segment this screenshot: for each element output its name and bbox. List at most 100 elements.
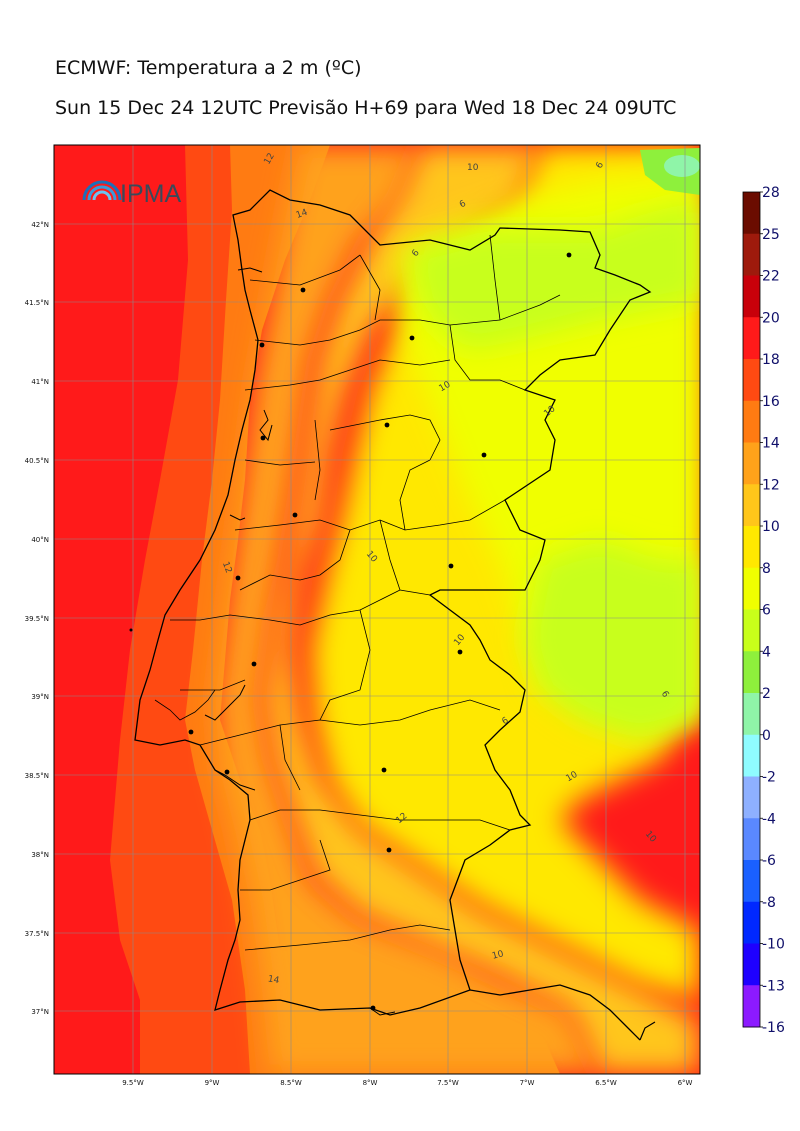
city-markers — [129, 252, 572, 1011]
colorbar-label: 12 — [762, 477, 780, 493]
colorbar-label: -16 — [762, 1020, 785, 1036]
colorbar-swatch — [743, 442, 760, 485]
colorbar-swatch — [743, 233, 760, 276]
contour-label: 10 — [467, 163, 479, 173]
colorbar-swatch — [743, 901, 760, 944]
colorbar-swatch — [743, 275, 760, 318]
lat-label: 39°N — [31, 693, 49, 701]
city-lisboa — [188, 729, 194, 735]
colorbar-label: 4 — [762, 644, 771, 660]
colorbar-label: 0 — [762, 728, 771, 744]
colorbar-label: 25 — [762, 227, 780, 243]
lat-label: 38°N — [31, 851, 49, 859]
contour-label: 14 — [267, 974, 280, 986]
lat-label: 41°N — [31, 378, 49, 386]
ipma-logo-text: IPMA — [120, 180, 181, 208]
contour-label: 12 — [263, 152, 277, 167]
colorbar-label: 28 — [762, 185, 780, 201]
land-field-mild — [265, 145, 700, 1074]
lon-label: 7.5°W — [437, 1079, 459, 1087]
colorbar-label: 2 — [762, 686, 771, 702]
colorbar-swatch — [743, 693, 760, 736]
colorbar-label: 14 — [762, 436, 780, 452]
colorbar-label: -4 — [762, 811, 776, 827]
colorbar-label: 16 — [762, 394, 780, 410]
lat-label: 39.5°N — [25, 615, 49, 623]
colorbar-swatch — [743, 317, 760, 360]
colorbar-swatch — [743, 484, 760, 527]
land-field-cold-spot — [664, 155, 700, 177]
colorbar-label: 10 — [762, 519, 780, 535]
colorbar-swatch — [743, 734, 760, 777]
colorbar-label: 18 — [762, 352, 780, 368]
lat-label: 42°N — [31, 221, 49, 229]
lat-label: 41.5°N — [25, 299, 49, 307]
contour-label: 12 — [220, 561, 233, 575]
colorbar-label: 22 — [762, 269, 780, 285]
colorbar-label: -2 — [762, 770, 776, 786]
colorbar-label: 20 — [762, 310, 780, 326]
colorbar-label: -8 — [762, 895, 776, 911]
colorbar-swatch — [743, 400, 760, 443]
contour-label: 14 — [295, 208, 309, 221]
colorbar-swatch — [743, 609, 760, 652]
spain-southwest-coast — [639, 1021, 656, 1041]
city-santarem — [251, 661, 257, 667]
lon-label: 9.5°W — [122, 1079, 144, 1087]
temperature-field: 12 10 6 14 6 6 10 10 12 10 10 6 6 10 10 … — [54, 145, 700, 1074]
colorbar-swatch — [743, 192, 760, 235]
colorbar-swatch — [743, 943, 760, 986]
colorbar-label: -10 — [762, 937, 785, 953]
city-aveiro — [260, 435, 266, 441]
longitude-labels: 9.5°W 9°W 8.5°W 8°W 7.5°W 7°W 6.5°W 6°W — [122, 1079, 692, 1087]
city-faro — [370, 1005, 376, 1011]
colorbar-swatch — [743, 985, 760, 1028]
colorbar-swatch — [743, 776, 760, 819]
map-title: ECMWF: Temperatura a 2 m (ºC) — [55, 57, 362, 79]
lon-label: 8°W — [363, 1079, 378, 1087]
colorbar-label: 6 — [762, 603, 771, 619]
lat-label: 37°N — [31, 1008, 49, 1016]
colorbar-swatch — [743, 651, 760, 694]
ipma-logo: IPMA — [82, 180, 181, 208]
colorbar-label: -6 — [762, 853, 776, 869]
district-borders — [154, 234, 561, 951]
city-coimbra — [292, 512, 298, 518]
berlengas-island — [129, 628, 133, 632]
contour-label: 6 — [595, 160, 607, 170]
city-guarda — [481, 452, 487, 458]
city-vila-real — [409, 335, 415, 341]
contour-label: 10 — [491, 949, 505, 962]
colorbar-label: 8 — [762, 561, 771, 577]
city-evora — [381, 767, 387, 773]
city-leiria — [235, 575, 241, 581]
lat-label: 40°N — [31, 536, 49, 544]
colorbar-swatch — [743, 818, 760, 861]
map-subtitle: Sun 15 Dec 24 12UTC Previsão H+69 para W… — [55, 97, 677, 119]
lon-label: 8.5°W — [280, 1079, 302, 1087]
contour-label: 6 — [501, 716, 511, 728]
land-field-east-cold — [525, 540, 700, 740]
city-beja — [386, 847, 392, 853]
algarve-border — [469, 984, 641, 1041]
map-frame — [53, 144, 701, 1075]
colorbar-label: -13 — [762, 978, 785, 994]
colorbar-swatch — [743, 567, 760, 610]
latitude-labels: 42°N 41.5°N 41°N 40.5°N 40°N 39.5°N 39°N… — [25, 221, 49, 1016]
city-castelo-branco — [448, 563, 454, 569]
city-portalegre — [457, 649, 463, 655]
city-braganca — [566, 252, 572, 258]
lat-label: 40.5°N — [25, 457, 49, 465]
lat-label: 37.5°N — [25, 930, 49, 938]
lon-label: 6.5°W — [595, 1079, 617, 1087]
lat-label: 38.5°N — [25, 772, 49, 780]
city-braga — [300, 287, 306, 293]
land-field-cold — [410, 200, 700, 350]
contour-label: 6 — [458, 199, 468, 211]
city-viseu — [384, 422, 390, 428]
colorbar-swatch — [743, 526, 760, 569]
colorbar-swatch — [743, 359, 760, 402]
lon-label: 7°W — [520, 1079, 535, 1087]
